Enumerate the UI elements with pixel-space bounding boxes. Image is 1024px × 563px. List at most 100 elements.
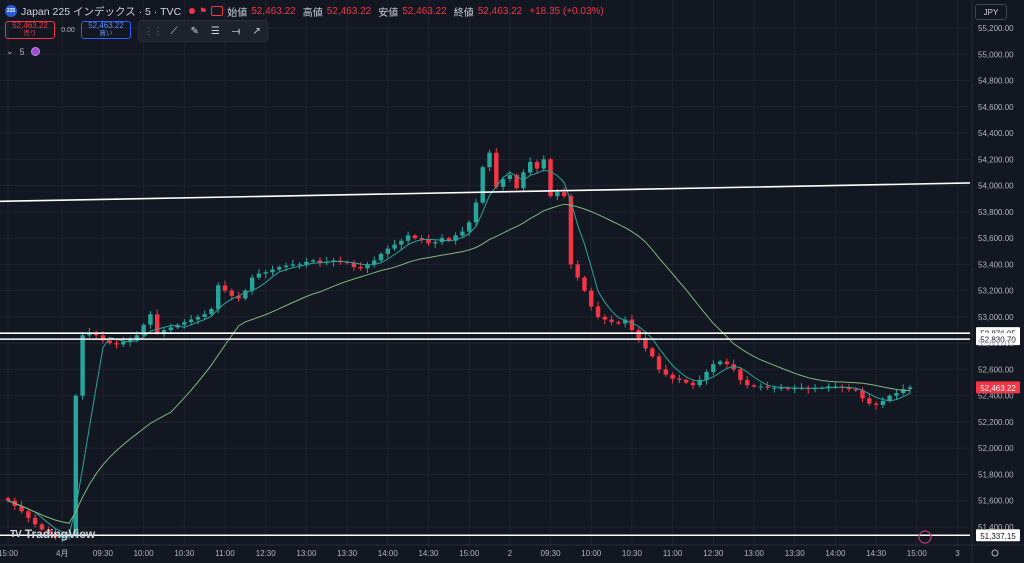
candle xyxy=(650,348,655,357)
candle xyxy=(772,387,777,389)
candle xyxy=(595,306,601,317)
price-tick-label: 52,400.00 xyxy=(978,392,1014,401)
candle xyxy=(582,277,587,291)
candle xyxy=(32,517,38,525)
price-tick-label: 53,400.00 xyxy=(978,260,1014,269)
candle xyxy=(114,343,119,345)
candle xyxy=(717,361,723,365)
indicator-row: ⌄ 5 xyxy=(6,46,40,57)
candle xyxy=(195,316,201,320)
candle xyxy=(310,260,316,262)
candle xyxy=(826,386,831,388)
candle xyxy=(168,327,173,331)
candle xyxy=(568,196,574,265)
candle xyxy=(670,374,675,379)
indicator-settings-icon[interactable] xyxy=(30,47,40,56)
price-tick-label: 54,000.00 xyxy=(978,182,1014,191)
time-tick-label: 3 xyxy=(955,549,960,558)
last-price-label: 52,463.22 xyxy=(980,384,1016,393)
time-tick-label: 14:30 xyxy=(418,549,439,558)
time-tick-label: 15:00 xyxy=(459,549,480,558)
price-tick-label: 53,800.00 xyxy=(978,208,1014,217)
price-tick-label: 54,600.00 xyxy=(978,103,1014,112)
candle xyxy=(385,248,390,254)
candle xyxy=(161,330,167,333)
candle xyxy=(121,341,126,345)
drag-handle-icon[interactable]: ⋮⋮ xyxy=(144,25,163,36)
candle xyxy=(677,378,682,380)
sell-button[interactable]: 52,463.22 売り xyxy=(5,21,55,39)
candle xyxy=(785,387,791,390)
candle xyxy=(19,505,24,512)
candle xyxy=(39,524,45,530)
candle xyxy=(853,389,858,391)
time-tick-label: 13:00 xyxy=(296,549,317,558)
tradingview-logo: TV TradingView xyxy=(10,527,95,541)
indicator-label[interactable]: 5 xyxy=(19,46,25,57)
buy-button[interactable]: 52,463.22 買い xyxy=(81,21,131,39)
price-tick-label: 51,400.00 xyxy=(978,523,1014,532)
brush-tool-icon[interactable]: ✎ xyxy=(190,25,199,37)
time-tick-label: 12:30 xyxy=(256,549,277,558)
time-tick-label: 10:00 xyxy=(134,549,155,558)
flag-icon[interactable]: ⚑ xyxy=(199,5,208,16)
high-value: 52,463.22 xyxy=(326,5,372,17)
candle xyxy=(229,290,235,296)
ray-tool-icon[interactable]: ↗ xyxy=(252,25,261,37)
candle xyxy=(765,386,770,388)
hline-price-label: 52,830.70 xyxy=(980,336,1016,345)
replay-icon[interactable] xyxy=(918,530,932,544)
candle xyxy=(548,159,553,197)
time-tick-label: 12:30 xyxy=(703,549,724,558)
candle xyxy=(392,244,397,249)
collapse-chevron-icon[interactable]: ⌄ xyxy=(6,46,14,56)
candle xyxy=(26,511,31,518)
candle xyxy=(616,322,621,324)
change-value: +18.35 (+0.03%) xyxy=(529,5,604,17)
horizontal-ray-icon[interactable]: ⟞ xyxy=(231,25,241,37)
candle xyxy=(5,498,11,501)
price-tick-label: 53,200.00 xyxy=(978,287,1014,296)
price-tick-label: 54,400.00 xyxy=(978,129,1014,138)
trade-panel: 52,463.22 売り 0.00 52,463.22 買い xyxy=(5,21,131,39)
candle xyxy=(202,314,207,317)
time-tick-label: 15:00 xyxy=(0,549,19,558)
candle xyxy=(182,322,187,325)
spread-value: 0.00 xyxy=(61,26,75,34)
candle xyxy=(304,261,309,265)
candle xyxy=(575,264,580,278)
trend-line[interactable] xyxy=(0,182,971,203)
candle xyxy=(277,266,282,270)
candle xyxy=(419,238,424,240)
parallel-channel-icon[interactable]: ☰ xyxy=(210,25,220,37)
candle xyxy=(243,290,248,299)
candle xyxy=(663,369,669,375)
drawing-toolbar: ⋮⋮ ⟋ ✎ ☰ ⟞ ↗ xyxy=(138,20,268,42)
symbol-logo-icon[interactable]: 225 xyxy=(5,5,17,17)
candle xyxy=(629,319,635,331)
open-value: 52,463.22 xyxy=(251,5,296,17)
candle xyxy=(236,295,241,299)
candle xyxy=(751,385,757,387)
candle xyxy=(297,264,302,266)
price-tick-label: 51,600.00 xyxy=(978,497,1014,506)
candle xyxy=(372,260,377,265)
candle xyxy=(602,316,608,320)
currency-button[interactable]: JPY xyxy=(975,4,1007,20)
chart-header: 225 Japan 225 インデックス · 5 · TVC ⚑ 始値 52,46… xyxy=(5,4,604,19)
candle xyxy=(880,400,886,405)
trend-line-tool-icon[interactable]: ⟋ xyxy=(170,25,178,37)
candle xyxy=(907,387,913,390)
price-tick-label: 55,200.00 xyxy=(978,24,1014,33)
ma-slow-line xyxy=(7,203,911,524)
settings-gear-icon[interactable] xyxy=(991,549,999,557)
buy-price: 52,463.22 xyxy=(88,21,124,31)
candle xyxy=(66,536,72,538)
price-tick-label: 54,200.00 xyxy=(978,155,1014,164)
candle xyxy=(446,238,452,241)
alert-box-icon[interactable] xyxy=(211,6,224,16)
candle xyxy=(222,285,228,291)
candle xyxy=(622,319,628,324)
symbol-title[interactable]: Japan 225 インデックス · 5 · TVC xyxy=(21,5,182,18)
